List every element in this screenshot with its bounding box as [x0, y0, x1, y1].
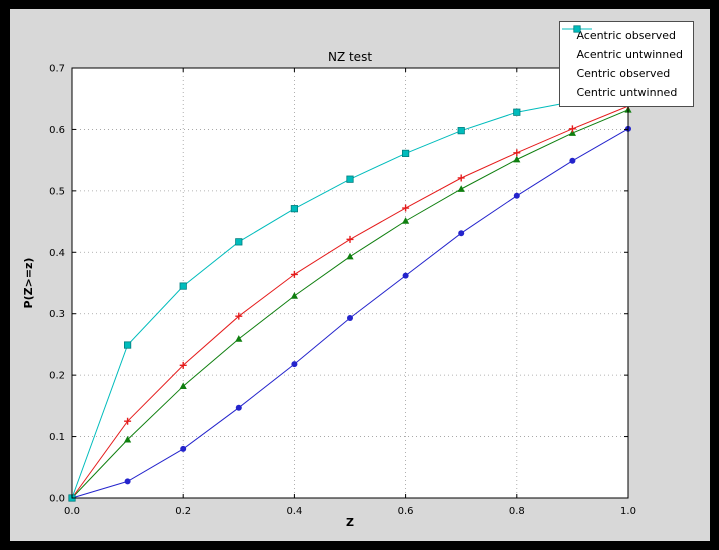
chart-layer: 0.0 0.2 0.4 0.6 0.8 1.0 0.0 0.1 0.2 0.3 0.4 0.5 0.6 0…	[49, 64, 636, 518]
legend-label: Acentric observed	[576, 29, 676, 42]
x-axis-label: Z	[346, 516, 354, 529]
x-tick-label: 0.0	[64, 506, 80, 517]
y-tick-label: 0.6	[49, 125, 65, 136]
y-tick-label: 0.3	[49, 309, 65, 320]
y-tick-label: 0.7	[49, 64, 65, 75]
x-tick-label: 0.2	[175, 506, 191, 517]
x-tick-label: 0.6	[398, 506, 414, 517]
legend-item-centric-untwinned: Centric untwinned	[562, 25, 683, 102]
legend-label: Acentric untwinned	[576, 48, 683, 61]
x-tick-label: 0.8	[509, 506, 525, 517]
x-tick-label: 1.0	[620, 506, 636, 517]
y-tick-label: 0.1	[49, 432, 65, 443]
y-tick-label: 0.5	[49, 186, 65, 197]
legend-label: Centric untwinned	[576, 86, 678, 99]
legend-label: Centric observed	[576, 67, 671, 80]
legend-item-acentric-untwinned: Acentric untwinned	[562, 25, 683, 64]
y-tick-label: 0.4	[49, 248, 65, 259]
legend-sample-centric-untwinned	[562, 25, 593, 33]
plot-area	[72, 68, 628, 498]
y-tick-label: 0.2	[49, 371, 65, 382]
axes-spines	[71, 67, 629, 499]
legend: Acentric observed Acentric untwinned Centr…	[559, 21, 694, 107]
y-tick-label: 0.0	[49, 494, 65, 505]
tick-labels: 0.0 0.2 0.4 0.6 0.8 1.0 0.0 0.1 0.2 0.3 0.4 0.5 0.6 0…	[49, 64, 636, 518]
chart-title: NZ test	[328, 50, 372, 64]
plot-canvas: 0.0 0.2 0.4 0.6 0.8 1.0 0.0 0.1 0.2 0.3 0.4 0.5 0.6 0…	[22, 50, 636, 529]
series-markers-acentric-observed	[69, 125, 631, 501]
legend-item-centric-observed: Centric observed	[562, 25, 683, 83]
figure: 0.0 0.2 0.4 0.6 0.8 1.0 0.0 0.1 0.2 0.3 0.4 0.5 0.6 0…	[10, 9, 710, 541]
y-axis-label: P(Z>=z)	[22, 258, 35, 309]
x-tick-label: 0.4	[286, 506, 302, 517]
